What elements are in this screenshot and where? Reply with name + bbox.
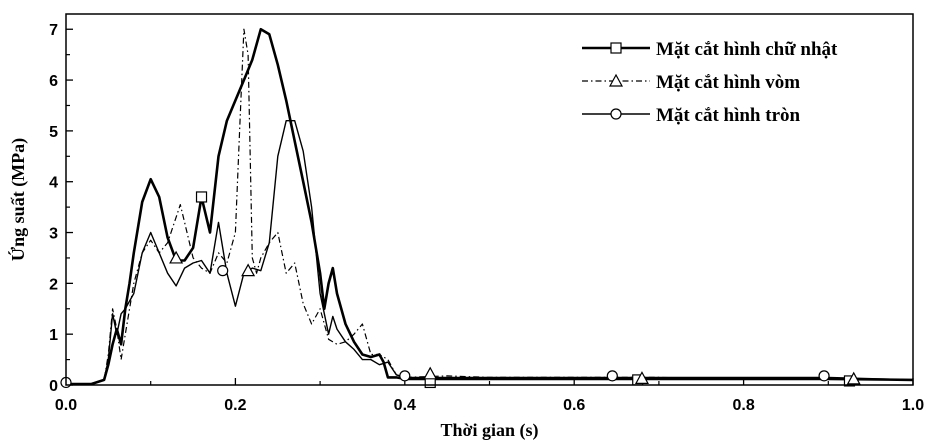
square-marker: [195, 191, 208, 203]
legend-label: Mặt cắt hình tròn: [656, 105, 801, 126]
circle-marker: [217, 265, 229, 277]
y-axis-title: Ứng suất (MPa): [7, 138, 29, 261]
x-tick-label: 0.2: [224, 397, 246, 414]
legend-label: Mặt cắt hình vòm: [656, 72, 800, 93]
y-tick-label: 5: [49, 124, 58, 141]
x-tick-label: 0.8: [732, 397, 754, 414]
triangle-marker: [846, 371, 861, 385]
x-axis-title: Thời gian (s): [441, 420, 539, 441]
x-tick-label: 0.4: [394, 397, 416, 414]
circle-marker: [606, 370, 618, 382]
triangle-marker: [423, 366, 438, 380]
circle-marker: [399, 370, 411, 382]
legend-square-marker: [610, 42, 622, 54]
y-tick-label: 6: [49, 73, 58, 90]
series-line-circle: [66, 120, 914, 385]
x-tick-label: 0.6: [563, 397, 585, 414]
triangle-marker: [169, 250, 184, 264]
legend-triangle-marker: [608, 73, 624, 87]
circle-marker: [818, 370, 830, 382]
series-line-square: [66, 27, 914, 386]
x-tick-label: 0.0: [55, 397, 77, 414]
data-markers: [60, 191, 861, 389]
y-tick-label: 1: [49, 327, 58, 344]
y-tick-label: 2: [49, 276, 58, 293]
data-series: [66, 27, 914, 386]
y-tick-label: 0: [49, 378, 58, 395]
tick-labels: 0.0 0.2 0.4 0.6 0.8 1.0 0 1 2 3 4 5 6 7: [49, 22, 924, 414]
legend-circle-marker: [610, 108, 622, 120]
legend: Mặt cắt hình chữ nhật Mặt cắt hình vòm Mặt…: [582, 39, 838, 126]
triangle-marker: [634, 371, 649, 384]
x-tick-label: 1.0: [902, 397, 924, 414]
y-tick-label: 4: [49, 175, 58, 192]
y-tick-label: 3: [49, 226, 58, 243]
legend-label: Mặt cắt hình chữ nhật: [656, 39, 838, 60]
triangle-marker: [241, 263, 256, 277]
y-tick-label: 7: [49, 22, 58, 39]
plot-frame: [65, 13, 914, 386]
